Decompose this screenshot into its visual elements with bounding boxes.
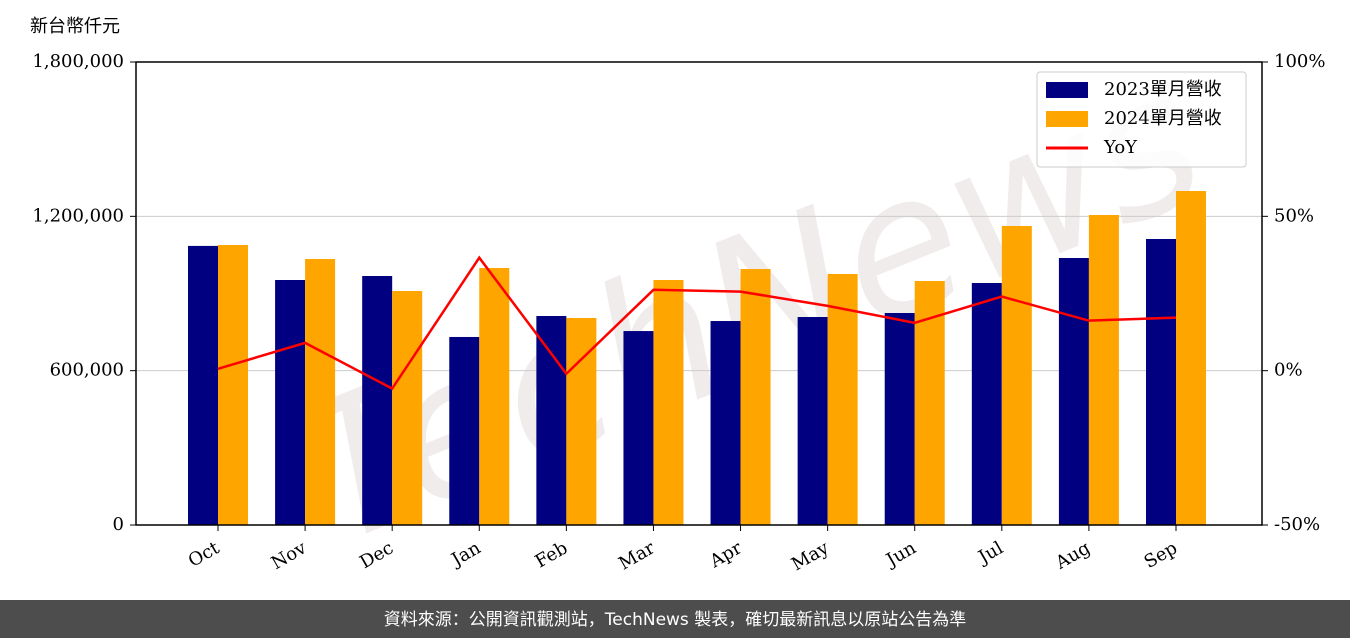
y2-tick-label: 0%: [1274, 360, 1303, 381]
legend-swatch: [1046, 111, 1088, 127]
legend-label: 2024單月營收: [1104, 108, 1222, 129]
y2-tick-label: 100%: [1274, 51, 1325, 72]
y2-tick-label: -50%: [1274, 514, 1320, 535]
bar: [653, 279, 684, 525]
footer: 資料來源：公開資訊觀測站，TechNews 製表，確切最新訊息以原站公告為準: [384, 610, 966, 630]
bar: [1088, 214, 1119, 525]
bar: [884, 312, 915, 525]
footer-bar: [0, 600, 1350, 638]
bar: [797, 317, 828, 525]
bar: [392, 291, 423, 525]
plot-frame: [135, 61, 1263, 526]
x-tick-label: Feb: [532, 537, 572, 572]
x-tick-label: Jun: [881, 537, 920, 572]
bar: [275, 279, 306, 525]
bar: [479, 268, 510, 525]
legend-label: YoY: [1103, 137, 1138, 158]
bar: [971, 283, 1002, 525]
y-tick-label: 600,000: [50, 360, 124, 381]
y-tick-label: 1,200,000: [32, 205, 124, 226]
legend: [1036, 71, 1247, 168]
bar: [1001, 226, 1032, 525]
bar: [710, 321, 741, 525]
bar: [1176, 190, 1206, 525]
bar: [1146, 238, 1176, 525]
x-tick-label: Apr: [705, 537, 745, 572]
x-tick-label: May: [788, 537, 833, 575]
bar: [449, 336, 480, 525]
bar: [827, 274, 858, 525]
x-tick-label: Aug: [1051, 537, 1094, 574]
bar: [1058, 258, 1089, 525]
bar: [188, 245, 218, 526]
bar: [740, 269, 771, 525]
x-tick-label: Jul: [973, 537, 1007, 569]
unit-label: 新台幣仟元: [30, 16, 120, 37]
y-tick-label: 0: [113, 514, 124, 535]
bar: [623, 331, 654, 525]
x-tick-label: Mar: [615, 537, 659, 574]
x-tick-label: Nov: [268, 537, 311, 574]
legend-label: 2023單月營收: [1104, 79, 1222, 100]
legend-swatch: [1046, 82, 1088, 98]
bar: [362, 276, 393, 525]
bar: [566, 317, 597, 525]
line: [217, 255, 1177, 391]
x-tick-label: Sep: [1141, 537, 1181, 572]
x-tick-label: Oct: [185, 537, 224, 572]
bar: [536, 316, 567, 525]
y2-tick-label: 50%: [1274, 205, 1314, 226]
bar: [218, 244, 248, 525]
bar: [305, 259, 336, 525]
y-tick-label: 1,800,000: [32, 51, 124, 72]
